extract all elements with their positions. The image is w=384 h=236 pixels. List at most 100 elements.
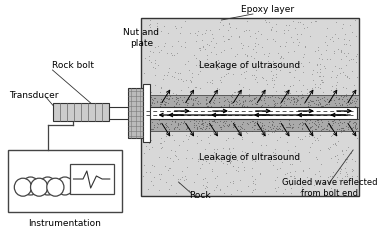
Point bbox=[258, 32, 264, 36]
Point bbox=[175, 39, 181, 43]
Point bbox=[288, 192, 295, 195]
Point bbox=[303, 189, 310, 193]
Point bbox=[239, 46, 245, 50]
Point bbox=[144, 97, 150, 101]
Point bbox=[192, 31, 198, 35]
Point bbox=[338, 94, 344, 98]
Point bbox=[268, 69, 274, 73]
Point bbox=[328, 75, 334, 79]
Point bbox=[182, 174, 188, 177]
Point bbox=[280, 123, 286, 127]
Point bbox=[206, 43, 212, 47]
Point bbox=[158, 102, 164, 106]
Point bbox=[218, 159, 225, 163]
Point bbox=[228, 159, 234, 163]
Point bbox=[237, 127, 243, 131]
Point bbox=[172, 70, 178, 73]
Point bbox=[277, 56, 283, 60]
Text: Rock: Rock bbox=[190, 190, 211, 199]
Point bbox=[252, 121, 258, 125]
Point bbox=[299, 93, 305, 96]
Point bbox=[293, 32, 300, 35]
Point bbox=[202, 147, 208, 151]
Point bbox=[205, 135, 211, 139]
Point bbox=[313, 155, 319, 159]
Point bbox=[195, 158, 201, 161]
Point bbox=[339, 126, 346, 130]
Point bbox=[287, 91, 293, 95]
Bar bbox=[141, 119, 359, 131]
Point bbox=[157, 177, 163, 181]
Point bbox=[284, 92, 290, 96]
Point bbox=[233, 99, 239, 102]
Point bbox=[313, 70, 319, 74]
Point bbox=[193, 39, 199, 43]
Point bbox=[252, 187, 258, 191]
Point bbox=[202, 120, 209, 123]
Point bbox=[296, 122, 302, 126]
Point bbox=[346, 98, 353, 102]
Point bbox=[306, 98, 313, 102]
Point bbox=[300, 64, 306, 68]
Point bbox=[141, 71, 147, 75]
Point bbox=[321, 95, 327, 99]
Point bbox=[343, 170, 349, 174]
Point bbox=[261, 123, 267, 126]
Point bbox=[334, 36, 341, 40]
Bar bbox=[141, 18, 359, 196]
Point bbox=[194, 172, 200, 176]
Point bbox=[272, 151, 278, 155]
Point bbox=[229, 96, 235, 99]
Point bbox=[345, 127, 351, 131]
Point bbox=[179, 98, 185, 102]
Point bbox=[220, 120, 226, 124]
Point bbox=[209, 153, 215, 157]
Point bbox=[335, 97, 341, 101]
Point bbox=[254, 127, 260, 131]
Point bbox=[161, 139, 167, 143]
Point bbox=[323, 34, 329, 38]
Point bbox=[279, 99, 285, 103]
Point bbox=[344, 74, 350, 78]
Point bbox=[352, 104, 358, 108]
Point bbox=[245, 104, 251, 108]
Point bbox=[142, 56, 148, 60]
Point bbox=[152, 45, 158, 49]
Point bbox=[192, 85, 198, 89]
Point bbox=[351, 120, 358, 124]
Point bbox=[148, 179, 154, 182]
Point bbox=[238, 42, 245, 45]
Point bbox=[304, 175, 310, 179]
Point bbox=[277, 68, 283, 72]
Point bbox=[333, 20, 339, 24]
Point bbox=[333, 143, 339, 147]
Point bbox=[324, 124, 331, 127]
Point bbox=[180, 120, 187, 123]
Point bbox=[250, 120, 256, 123]
Point bbox=[165, 101, 171, 105]
Point bbox=[331, 98, 337, 102]
Point bbox=[278, 157, 285, 161]
Point bbox=[156, 121, 162, 125]
Point bbox=[265, 54, 271, 58]
Text: Leakage of ultrasound: Leakage of ultrasound bbox=[199, 153, 301, 163]
Point bbox=[238, 104, 245, 108]
Point bbox=[248, 129, 255, 133]
Point bbox=[301, 118, 308, 122]
Point bbox=[185, 97, 192, 101]
Point bbox=[261, 97, 267, 100]
Point bbox=[148, 90, 154, 94]
Point bbox=[232, 122, 238, 126]
Point bbox=[146, 141, 152, 145]
Point bbox=[315, 98, 321, 102]
Point bbox=[346, 120, 352, 123]
Point bbox=[351, 99, 358, 103]
Point bbox=[211, 46, 217, 49]
Point bbox=[239, 104, 245, 107]
Point bbox=[319, 80, 326, 84]
Point bbox=[146, 23, 152, 26]
Point bbox=[347, 119, 353, 123]
Point bbox=[265, 128, 271, 132]
Point bbox=[177, 122, 184, 126]
Point bbox=[246, 99, 252, 103]
